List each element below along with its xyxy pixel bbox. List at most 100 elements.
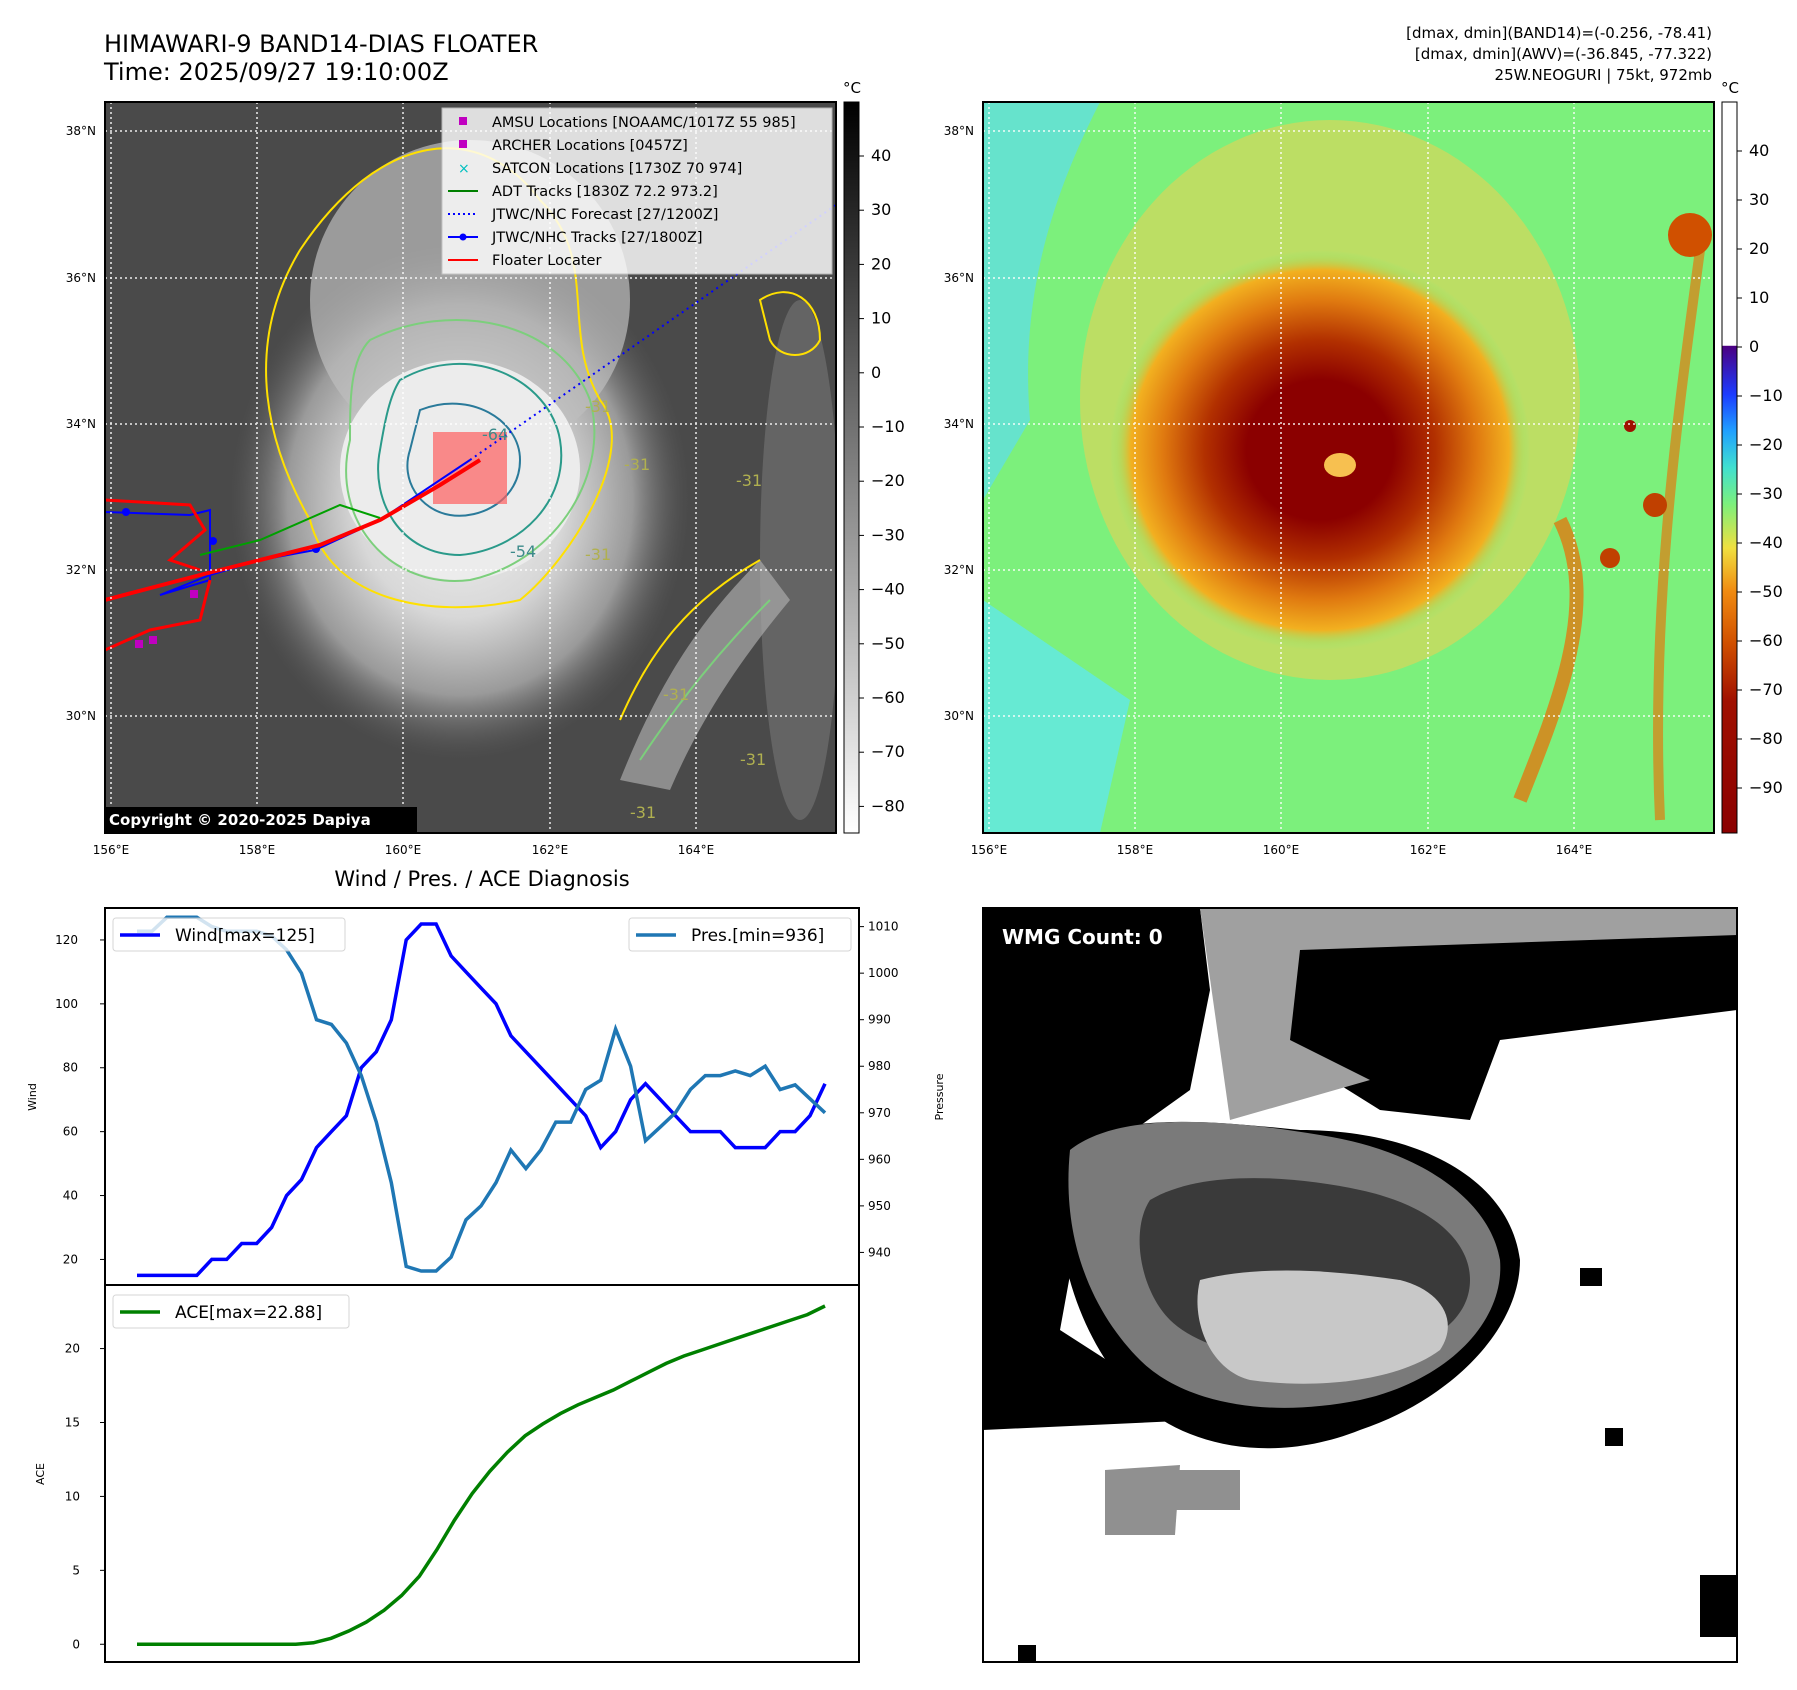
ace-tick-label: 15 [65, 1415, 80, 1429]
wind-tick-label: 60 [63, 1125, 78, 1139]
colorbar-tick-label: −30 [871, 525, 905, 544]
colorbar-unit: °C [843, 79, 861, 97]
colorbar-unit: °C [1721, 79, 1739, 97]
colorbar-tick-label: 10 [1749, 288, 1769, 307]
ace-ylabel: ACE [34, 1463, 47, 1485]
pressure-tick-label: 960 [868, 1152, 891, 1166]
lon-label: 156°E [93, 843, 130, 857]
color-colorbar: °C 40 30 20 10 0 −10 −20 −30 −40 −50 −60 −70 −80 −90 [1721, 79, 1783, 834]
wind-ylabel: Wind [26, 1083, 39, 1111]
lat-label: 36°N [66, 271, 96, 285]
pressure-legend: Pres.[min=936] [628, 917, 852, 952]
wind-tick-label: 80 [63, 1061, 78, 1075]
pressure-tick-label: 980 [868, 1059, 891, 1073]
colorbar-tick-label: 10 [871, 309, 891, 328]
legend-jtwc-forecast: JTWC/NHC Forecast [27/1200Z] [491, 207, 718, 223]
colorbar-tick-label: −20 [1749, 435, 1783, 454]
colorbar-tick-label: −10 [871, 417, 905, 436]
legend-satcon: SATCON Locations [1730Z 70 974] [492, 161, 742, 177]
contour-label: -64 [482, 425, 508, 444]
pressure-tick-label: 940 [868, 1245, 891, 1259]
legend-amsu: AMSU Locations [NOAAMC/1017Z 55 985] [492, 115, 796, 131]
colorbar-tick-label: −70 [1749, 680, 1783, 699]
colorbar-tick-label: −80 [871, 796, 905, 815]
wind-tick-label: 120 [55, 933, 78, 947]
lon-label: 160°E [1263, 843, 1300, 857]
lat-label: 34°N [66, 417, 96, 431]
colorbar-tick-label: −70 [871, 742, 905, 761]
legend-floater: Floater Locater [492, 253, 601, 269]
pressure-tick-label: 970 [868, 1106, 891, 1120]
colorbar-tick-label: 0 [871, 363, 881, 382]
colorbar-tick-label: −50 [1749, 582, 1783, 601]
colorbar-tick-label: −40 [1749, 533, 1783, 552]
lat-label: 30°N [944, 709, 974, 723]
contour-label: -54 [510, 542, 536, 561]
lon-label: 164°E [1556, 843, 1593, 857]
wind-legend-label: Wind[max=125] [175, 926, 315, 946]
wind-tick-label: 20 [63, 1252, 78, 1266]
copyright-box [105, 807, 417, 832]
colorbar-tick-label: 20 [871, 254, 891, 273]
color-ir-map-panel [983, 102, 1714, 833]
wind-legend: Wind[max=125] [112, 917, 346, 952]
lon-label: 164°E [678, 843, 715, 857]
lon-label: 162°E [1410, 843, 1447, 857]
ace-tick-label: 5 [72, 1563, 80, 1577]
ace-legend-label: ACE[max=22.88] [175, 1303, 322, 1323]
lat-label: 32°N [66, 563, 96, 577]
pressure-ylabel: Pressure [933, 1073, 946, 1120]
pressure-tick-label: 990 [868, 1013, 891, 1027]
figure-time: Time: 2025/09/27 19:10:00Z [103, 58, 449, 86]
ace-tick-label: 0 [72, 1637, 80, 1651]
map2-lon-labels: 156°E 158°E 160°E 162°E 164°E [971, 843, 1593, 857]
lat-label: 30°N [66, 709, 96, 723]
svg-text:×: × [458, 161, 470, 177]
legend-adt: ADT Tracks [1830Z 72.2 973.2] [492, 184, 718, 200]
contour-label: -31 [624, 455, 650, 474]
wmg-panel: WMG Count: 0 [982, 907, 1738, 1663]
colorbar-tick-label: −30 [1749, 484, 1783, 503]
contour-label: -31 [585, 397, 611, 416]
colorbar-tick-label: 40 [871, 146, 891, 165]
lat-label: 32°N [944, 563, 974, 577]
colorbar-tick-label: 20 [1749, 239, 1769, 258]
contour-label: -31 [736, 471, 762, 490]
ace-chart: 20 15 10 5 0 ACE ACE[max=22.88] [34, 1284, 860, 1663]
legend-archer: ARCHER Locations [0457Z] [492, 138, 688, 154]
colorbar-tick-label: −50 [871, 634, 905, 653]
wind-tick-label: 40 [63, 1189, 78, 1203]
map1-lat-labels: 38°N 36°N 34°N 32°N 30°N [66, 124, 96, 723]
lat-label: 36°N [944, 271, 974, 285]
colorbar-tick-label: 40 [1749, 141, 1769, 160]
colorbar-tick-label: −40 [871, 580, 905, 599]
contour-label: -31 [663, 685, 689, 704]
lat-label: 34°N [944, 417, 974, 431]
info-line-3: 25W.NEOGURI | 75kt, 972mb [1495, 66, 1712, 84]
colorbar-tick-label: −60 [1749, 631, 1783, 650]
lon-label: 158°E [239, 843, 276, 857]
pressure-tick-label: 1000 [868, 966, 899, 980]
pressure-tick-label: 1010 [868, 920, 899, 934]
map1-lon-labels: 156°E 158°E 160°E 162°E 164°E [93, 843, 715, 857]
wmg-count-label: WMG Count: 0 [1002, 925, 1163, 949]
colorbar-tick-label: −10 [1749, 386, 1783, 405]
wind-series-line [137, 922, 827, 1278]
lon-label: 162°E [532, 843, 569, 857]
diagnosis-title: Wind / Pres. / ACE Diagnosis [334, 867, 629, 891]
lon-label: 160°E [385, 843, 422, 857]
legend-jtwc-tracks: JTWC/NHC Tracks [27/1800Z] [491, 230, 703, 246]
colorbar-tick-label: 30 [1749, 190, 1769, 209]
lon-label: 158°E [1117, 843, 1154, 857]
ace-legend: ACE[max=22.88] [112, 1294, 350, 1329]
info-line-2: [dmax, dmin](AWV)=(-36.845, -77.322) [1415, 45, 1712, 63]
copyright-text: Copyright © 2020-2025 Dapiya [109, 811, 371, 829]
contour-label: -31 [630, 803, 656, 822]
colorbar-tick-label: −80 [1749, 729, 1783, 748]
wind-pressure-chart: 120 100 80 60 40 20 1010 1000 990 980 970 960 950 94… [26, 907, 946, 1286]
lat-label: 38°N [66, 124, 96, 138]
ace-series-line [137, 1304, 826, 1647]
pressure-tick-label: 950 [868, 1199, 891, 1213]
contour-label: -31 [740, 750, 766, 769]
